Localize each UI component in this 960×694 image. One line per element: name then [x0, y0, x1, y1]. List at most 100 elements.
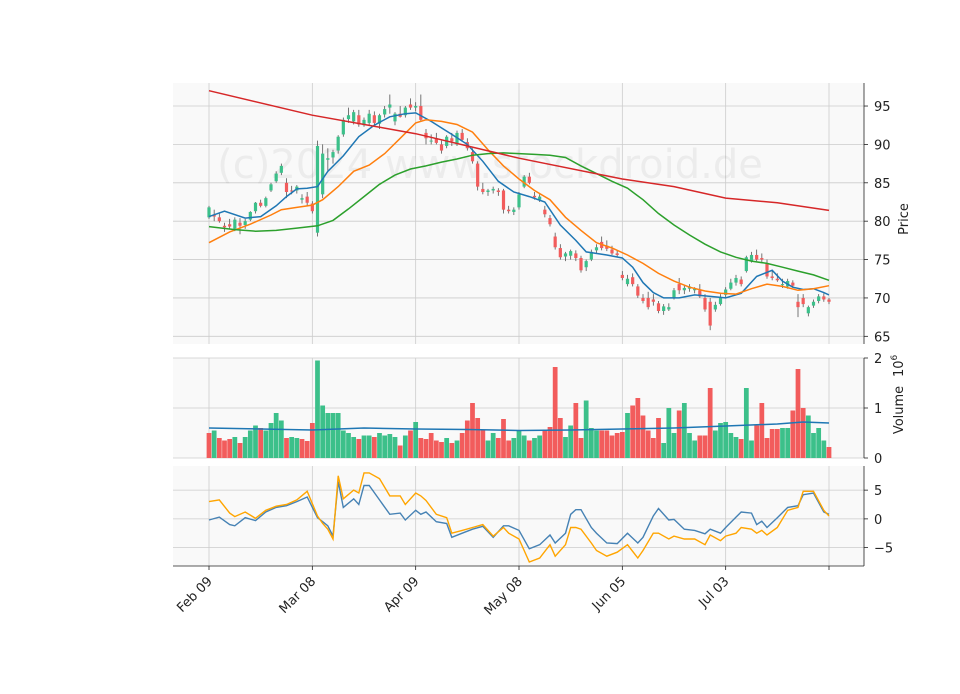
candle-body: [222, 225, 227, 228]
candle-body: [522, 176, 526, 187]
candle-body: [388, 104, 392, 108]
volume-bar: [552, 367, 558, 458]
candle-body: [228, 224, 232, 227]
candle-body: [677, 284, 681, 291]
candle-body: [372, 115, 376, 123]
volume-bar: [532, 438, 537, 458]
moving-average-line: [208, 119, 830, 295]
x-tick-label: Jul 03: [695, 574, 732, 611]
volume-bar: [754, 425, 760, 458]
candle-body: [238, 222, 242, 226]
candle-body: [822, 296, 826, 300]
x-tick-label: Apr 09: [381, 574, 422, 615]
volume-bar: [377, 433, 382, 458]
volume-panel: 0 1 2: [206, 352, 882, 467]
candle-body: [667, 307, 671, 310]
volume-bar: [392, 437, 398, 458]
volume-bar: [402, 435, 408, 458]
volume-bar: [325, 413, 331, 458]
candle-body: [801, 297, 805, 305]
volume-axis-label-group: Volume 106: [890, 354, 907, 434]
candle-body: [393, 113, 397, 122]
candle-body: [279, 165, 283, 173]
volume-bar: [449, 443, 455, 458]
y-tick-label: 5: [874, 484, 882, 499]
volume-bar: [697, 435, 703, 458]
volume-bar: [237, 443, 243, 458]
volume-bar: [712, 430, 718, 458]
candle-body: [419, 106, 423, 120]
volume-bar: [206, 433, 212, 458]
volume-bar: [428, 433, 434, 458]
moving-average-line: [208, 112, 830, 299]
candle-body: [501, 190, 506, 210]
volume-bar: [232, 437, 238, 458]
candle-body: [362, 119, 366, 126]
candle-body: [538, 196, 542, 200]
candle-body: [625, 278, 630, 285]
candle-body: [553, 236, 557, 248]
candle-body: [693, 288, 697, 291]
candle-body: [212, 215, 216, 217]
volume-bar: [366, 435, 372, 458]
candle-body: [646, 297, 650, 308]
volume-bar: [656, 418, 661, 458]
candle-body: [610, 249, 614, 254]
volume-bar: [247, 430, 253, 458]
volume-bar: [371, 437, 377, 458]
y-tick-label: 2: [874, 352, 882, 367]
candle-body: [284, 182, 289, 193]
volume-bar: [222, 440, 227, 458]
volume-bar: [821, 440, 827, 458]
y-tick-label: 0: [874, 452, 882, 467]
candle-body: [775, 278, 779, 281]
candle-body: [450, 138, 454, 142]
volume-bar: [346, 433, 351, 458]
volume-bar: [361, 435, 367, 458]
volume-bar: [351, 437, 357, 458]
volume-bar: [433, 440, 439, 458]
volume-bar: [800, 408, 806, 458]
volume-bar: [661, 443, 667, 458]
moving-average-line: [208, 89, 830, 212]
price-panel: 65 70 75 80 85 90 95: [207, 83, 891, 345]
volume-bar: [382, 435, 388, 458]
candle-body: [584, 261, 588, 268]
candle-body: [594, 247, 599, 251]
volume-bar: [774, 429, 780, 458]
volume-bar: [811, 433, 816, 458]
y-tick-label: 80: [874, 215, 891, 230]
y-tick-label: 75: [874, 254, 891, 269]
candle-body: [346, 115, 351, 120]
volume-bar: [563, 437, 568, 458]
candle-body: [713, 304, 717, 310]
volume-bar: [749, 440, 754, 458]
candle-body: [817, 296, 821, 302]
price-axis-label: Price: [897, 203, 912, 235]
volume-bar: [470, 403, 475, 458]
candle-body: [305, 196, 309, 203]
candle-body: [760, 258, 764, 260]
candle-body: [470, 152, 475, 162]
volume-axis-unit: 106: [890, 354, 907, 377]
candle-body: [439, 144, 444, 151]
x-axis: Feb 09 Mar 08 Apr 09 May 08 Jun 05 Jul 03: [173, 565, 864, 618]
volume-bar: [681, 403, 687, 458]
volume-bar: [666, 408, 672, 458]
volume-axis-label: Volume: [892, 386, 907, 434]
volume-bar: [609, 435, 615, 458]
candle-body: [641, 297, 645, 302]
volume-bar: [738, 439, 744, 458]
volume-bar: [769, 429, 775, 458]
y-tick-label: 95: [874, 100, 891, 115]
candle-body: [496, 190, 500, 193]
candle-body: [321, 153, 325, 195]
y-tick-label: −5: [874, 542, 893, 557]
x-tick-label: Feb 09: [174, 574, 216, 616]
candle-body: [631, 277, 635, 285]
volume-bar: [816, 428, 822, 458]
candle-body: [460, 132, 464, 140]
candle-body: [408, 104, 413, 108]
candle-body: [507, 209, 511, 212]
